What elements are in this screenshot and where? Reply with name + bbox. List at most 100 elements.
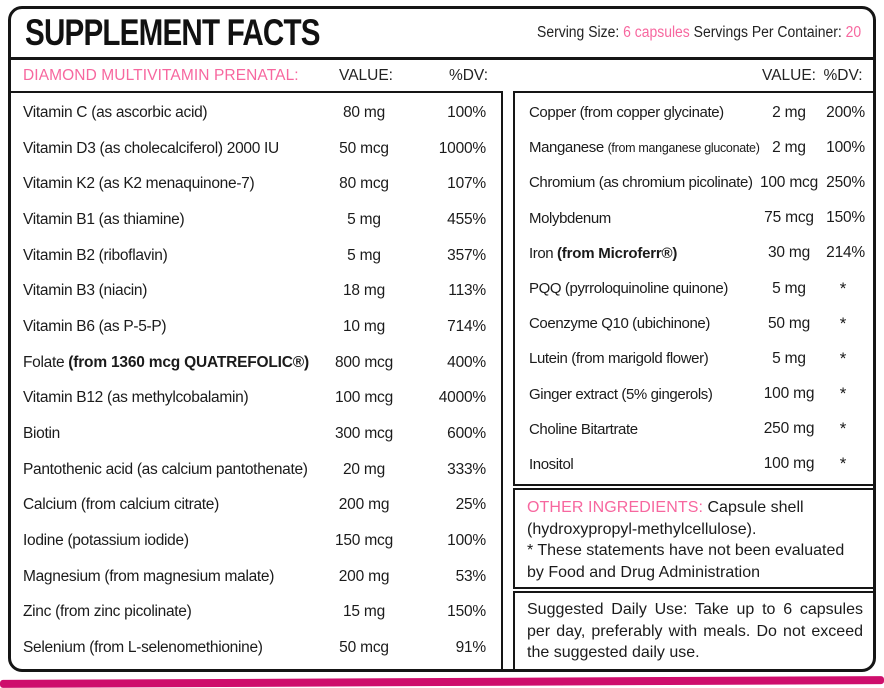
nutrient-value: 80 mg <box>342 103 386 121</box>
right-dv-header: %DV: <box>823 66 863 84</box>
nutrient-dv: 200% <box>826 103 865 121</box>
nutrient-dv: 250% <box>826 173 865 191</box>
nutrient-value: 100 mcg <box>334 389 394 407</box>
nutrient-name: Manganese (from manganese gluconate) <box>529 139 760 157</box>
right-column-headers: VALUE: %DV: <box>503 67 873 85</box>
nutrient-value: 50 mg <box>767 314 811 332</box>
nutrient-row: Magnesium (from magnesium malate) 200 mg 5… <box>11 559 501 595</box>
nutrient-dv: * <box>839 454 847 474</box>
nutrient-name: Molybdenum <box>529 209 611 227</box>
nutrient-row: Calcium (from calcium citrate) 200 mg 25% <box>11 488 501 524</box>
nutrient-name: Iron (from Microferr®) <box>529 244 678 262</box>
nutrient-dv: 1000% <box>438 139 486 157</box>
page-title: SUPPLEMENT FACTS <box>25 12 321 53</box>
nutrient-name: Biotin <box>23 425 60 443</box>
nutrient-row: Folate (from 1360 mcg QUATREFOLIC®) 800 m… <box>11 345 501 381</box>
nutrient-dv: 357% <box>447 246 486 264</box>
nutrient-value: 300 mcg <box>334 425 394 443</box>
right-column: Copper (from copper glycinate) 2 mg 200% Ma… <box>513 91 873 669</box>
nutrient-row: Vitamin B3 (niacin) 18 mg 113% <box>11 273 501 309</box>
nutrient-row: Pantothenic acid (as calcium pantothenat… <box>11 452 501 488</box>
nutrient-name: Copper (from copper glycinate) <box>529 104 724 122</box>
nutrient-name: Magnesium (from magnesium malate) <box>23 567 275 585</box>
nutrient-name: Lutein (from marigold flower) <box>529 350 709 368</box>
title-bar: SUPPLEMENT FACTS Serving Size: 6 capsule… <box>11 9 873 57</box>
nutrient-dv: 714% <box>447 317 486 335</box>
nutrient-name: Ginger extract (5% gingerols) <box>529 385 713 403</box>
nutrient-value: 2 mg <box>772 138 806 156</box>
nutrient-name: Vitamin K2 (as K2 menaquinone-7) <box>23 175 255 193</box>
nutrient-dv: 25% <box>455 496 487 514</box>
nutrient-row: Vitamin B6 (as P-5-P) 10 mg 714% <box>11 309 501 345</box>
nutrient-name: Choline Bitartrate <box>529 420 638 438</box>
serving-size-label: Serving Size: <box>536 24 623 41</box>
left-dv-header: %DV: <box>448 66 488 84</box>
nutrient-dv: 100% <box>447 103 486 121</box>
product-name: DIAMOND MULTIVITAMIN PRENATAL: <box>23 66 299 84</box>
nutrient-row: Selenium (from L-selenomethionine) 50 mcg… <box>11 630 501 666</box>
serving-size-value: 6 capsules <box>622 24 690 41</box>
nutrient-dv: * <box>839 384 847 404</box>
nutrient-row: Chromium (as chromium picolinate) 100 mcg… <box>515 165 873 200</box>
nutrient-value: 10 mg <box>342 317 386 335</box>
nutrient-name: Vitamin C (as ascorbic acid) <box>23 103 208 121</box>
nutrient-row: Biotin 300 mcg 600% <box>11 416 501 452</box>
nutrient-value: 200 mg <box>338 496 390 514</box>
nutrient-dv: 150% <box>826 209 865 227</box>
nutrient-dv: 150% <box>447 603 486 621</box>
nutrient-value: 800 mcg <box>334 353 394 371</box>
nutrient-dv: 214% <box>826 244 865 262</box>
nutrient-value: 250 mg <box>763 420 815 438</box>
other-ingredients-label: OTHER INGREDIENTS: <box>527 499 704 516</box>
nutrient-dv: 333% <box>447 460 486 478</box>
header-divider <box>11 57 873 60</box>
nutrient-name: Pantothenic acid (as calcium pantothenat… <box>23 460 308 478</box>
nutrient-name: Selenium (from L-selenomethionine) <box>23 639 263 657</box>
nutrient-row: Lutein (from marigold flower) 5 mg * <box>515 341 873 376</box>
nutrient-name: Vitamin B12 (as methylcobalamin) <box>23 389 249 407</box>
nutrient-dv: 455% <box>447 210 486 228</box>
nutrient-value: 150 mcg <box>334 532 394 550</box>
nutrient-name: Vitamin B6 (as P-5-P) <box>23 317 167 335</box>
nutrient-dv: * <box>839 348 847 368</box>
nutrient-name: Vitamin B1 (as thiamine) <box>23 210 185 228</box>
nutrient-row: Coenzyme Q10 (ubichinone) 50 mg * <box>515 306 873 341</box>
right-value-header: VALUE: <box>762 66 816 84</box>
nutrient-dv: * <box>839 313 847 333</box>
nutrient-value: 2 mg <box>772 103 806 121</box>
left-column-headers: DIAMOND MULTIVITAMIN PRENATAL: VALUE: %D… <box>11 67 503 85</box>
nutrient-dv: 400% <box>447 353 486 371</box>
nutrient-dv: 91% <box>455 639 487 657</box>
nutrient-value: 100 mg <box>763 385 815 403</box>
fda-disclaimer: * These statements have not been evaluat… <box>527 542 845 581</box>
suggested-use-box: Suggested Daily Use: Take up to 6 capsul… <box>513 591 873 669</box>
nutrient-value: 15 mg <box>342 603 386 621</box>
nutrient-value: 75 mcg <box>764 209 814 227</box>
nutrient-row: Copper (from copper glycinate) 2 mg 200% <box>515 95 873 130</box>
nutrient-value: 5 mg <box>772 349 806 367</box>
nutrient-row: Vitamin B2 (riboflavin) 5 mg 357% <box>11 238 501 274</box>
nutrient-dv: 4000% <box>438 389 486 407</box>
nutrient-dv: * <box>839 278 847 298</box>
nutrient-name: Iodine (potassium iodide) <box>23 532 189 550</box>
nutrient-value: 18 mg <box>342 282 386 300</box>
nutrient-row: Iodine (potassium iodide) 150 mcg 100% <box>11 523 501 559</box>
nutrient-dv: 107% <box>447 175 486 193</box>
nutrient-value: 30 mg <box>767 244 811 262</box>
nutrient-row: PQQ (pyrroloquinoline quinone) 5 mg * <box>515 271 873 306</box>
nutrient-row: Iron (from Microferr®) 30 mg 214% <box>515 236 873 271</box>
nutrient-row: Molybdenum 75 mcg 150% <box>515 201 873 236</box>
nutrient-name: Chromium (as chromium picolinate) <box>529 174 753 192</box>
nutrient-name: Calcium (from calcium citrate) <box>23 496 219 514</box>
nutrient-row: Vitamin B12 (as methylcobalamin) 100 mcg 4… <box>11 381 501 417</box>
nutrient-name: Zinc (from zinc picolinate) <box>23 603 192 621</box>
nutrient-value: 20 mg <box>342 460 386 478</box>
nutrient-dv: 53% <box>455 567 487 585</box>
other-ingredients-box: OTHER INGREDIENTS: Capsule shell (hydrox… <box>513 488 873 589</box>
servings-per-container-label: Servings Per Container: <box>689 24 846 41</box>
nutrient-name: Folate (from 1360 mcg QUATREFOLIC®) <box>23 353 309 371</box>
nutrient-dv: 100% <box>826 138 865 156</box>
nutrient-name: Vitamin B2 (riboflavin) <box>23 246 168 264</box>
left-value-header: VALUE: <box>339 66 393 84</box>
other-ingredients-text: Capsule shell (hydroxypropyl-methylcellu… <box>527 499 804 538</box>
